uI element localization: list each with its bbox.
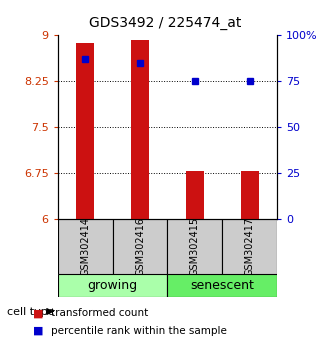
Text: growing: growing — [87, 279, 138, 292]
Text: GSM302416: GSM302416 — [135, 217, 145, 276]
Text: ■: ■ — [33, 308, 44, 318]
Text: cell type: cell type — [7, 307, 54, 316]
Text: GSM302415: GSM302415 — [190, 217, 200, 276]
Text: ■: ■ — [33, 326, 44, 336]
Bar — [168, 219, 222, 274]
Text: GDS3492 / 225474_at: GDS3492 / 225474_at — [89, 16, 241, 30]
Bar — [222, 219, 277, 274]
Text: GSM302417: GSM302417 — [245, 217, 255, 276]
Bar — [241, 171, 258, 219]
Bar — [58, 274, 168, 297]
Bar — [77, 44, 94, 219]
Bar — [113, 219, 168, 274]
Text: senescent: senescent — [190, 279, 254, 292]
Bar — [186, 171, 204, 219]
Text: transformed count: transformed count — [51, 308, 148, 318]
Bar — [131, 40, 149, 219]
Text: GSM302414: GSM302414 — [80, 217, 90, 276]
Bar — [168, 274, 277, 297]
Bar — [58, 219, 113, 274]
Text: percentile rank within the sample: percentile rank within the sample — [51, 326, 227, 336]
